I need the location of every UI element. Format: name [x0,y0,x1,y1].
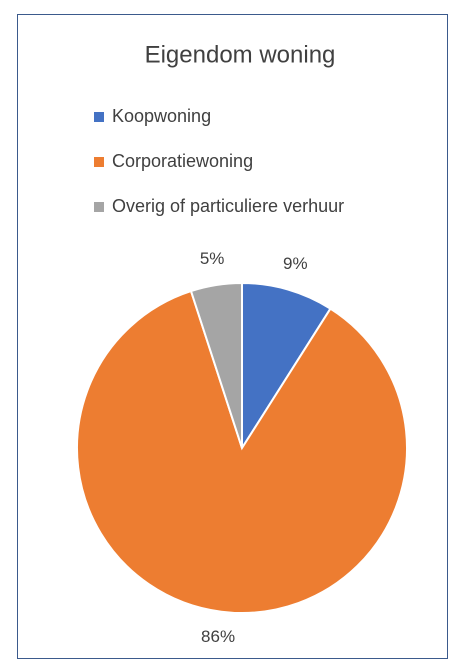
chart-title: Eigendom woning [145,41,336,68]
legend-swatch [94,112,104,122]
legend-label: Corporatiewoning [112,151,253,171]
data-label: 86% [201,627,235,646]
data-label: 9% [283,254,308,273]
pie-slice [189,281,243,449]
data-label: 5% [200,249,225,268]
pie-slice [241,281,332,452]
pie-slice [76,289,408,614]
legend-label: Overig of particuliere verhuur [112,196,344,216]
legend-label: Koopwoning [112,106,211,126]
legend-swatch [94,202,104,212]
legend-swatch [94,157,104,167]
